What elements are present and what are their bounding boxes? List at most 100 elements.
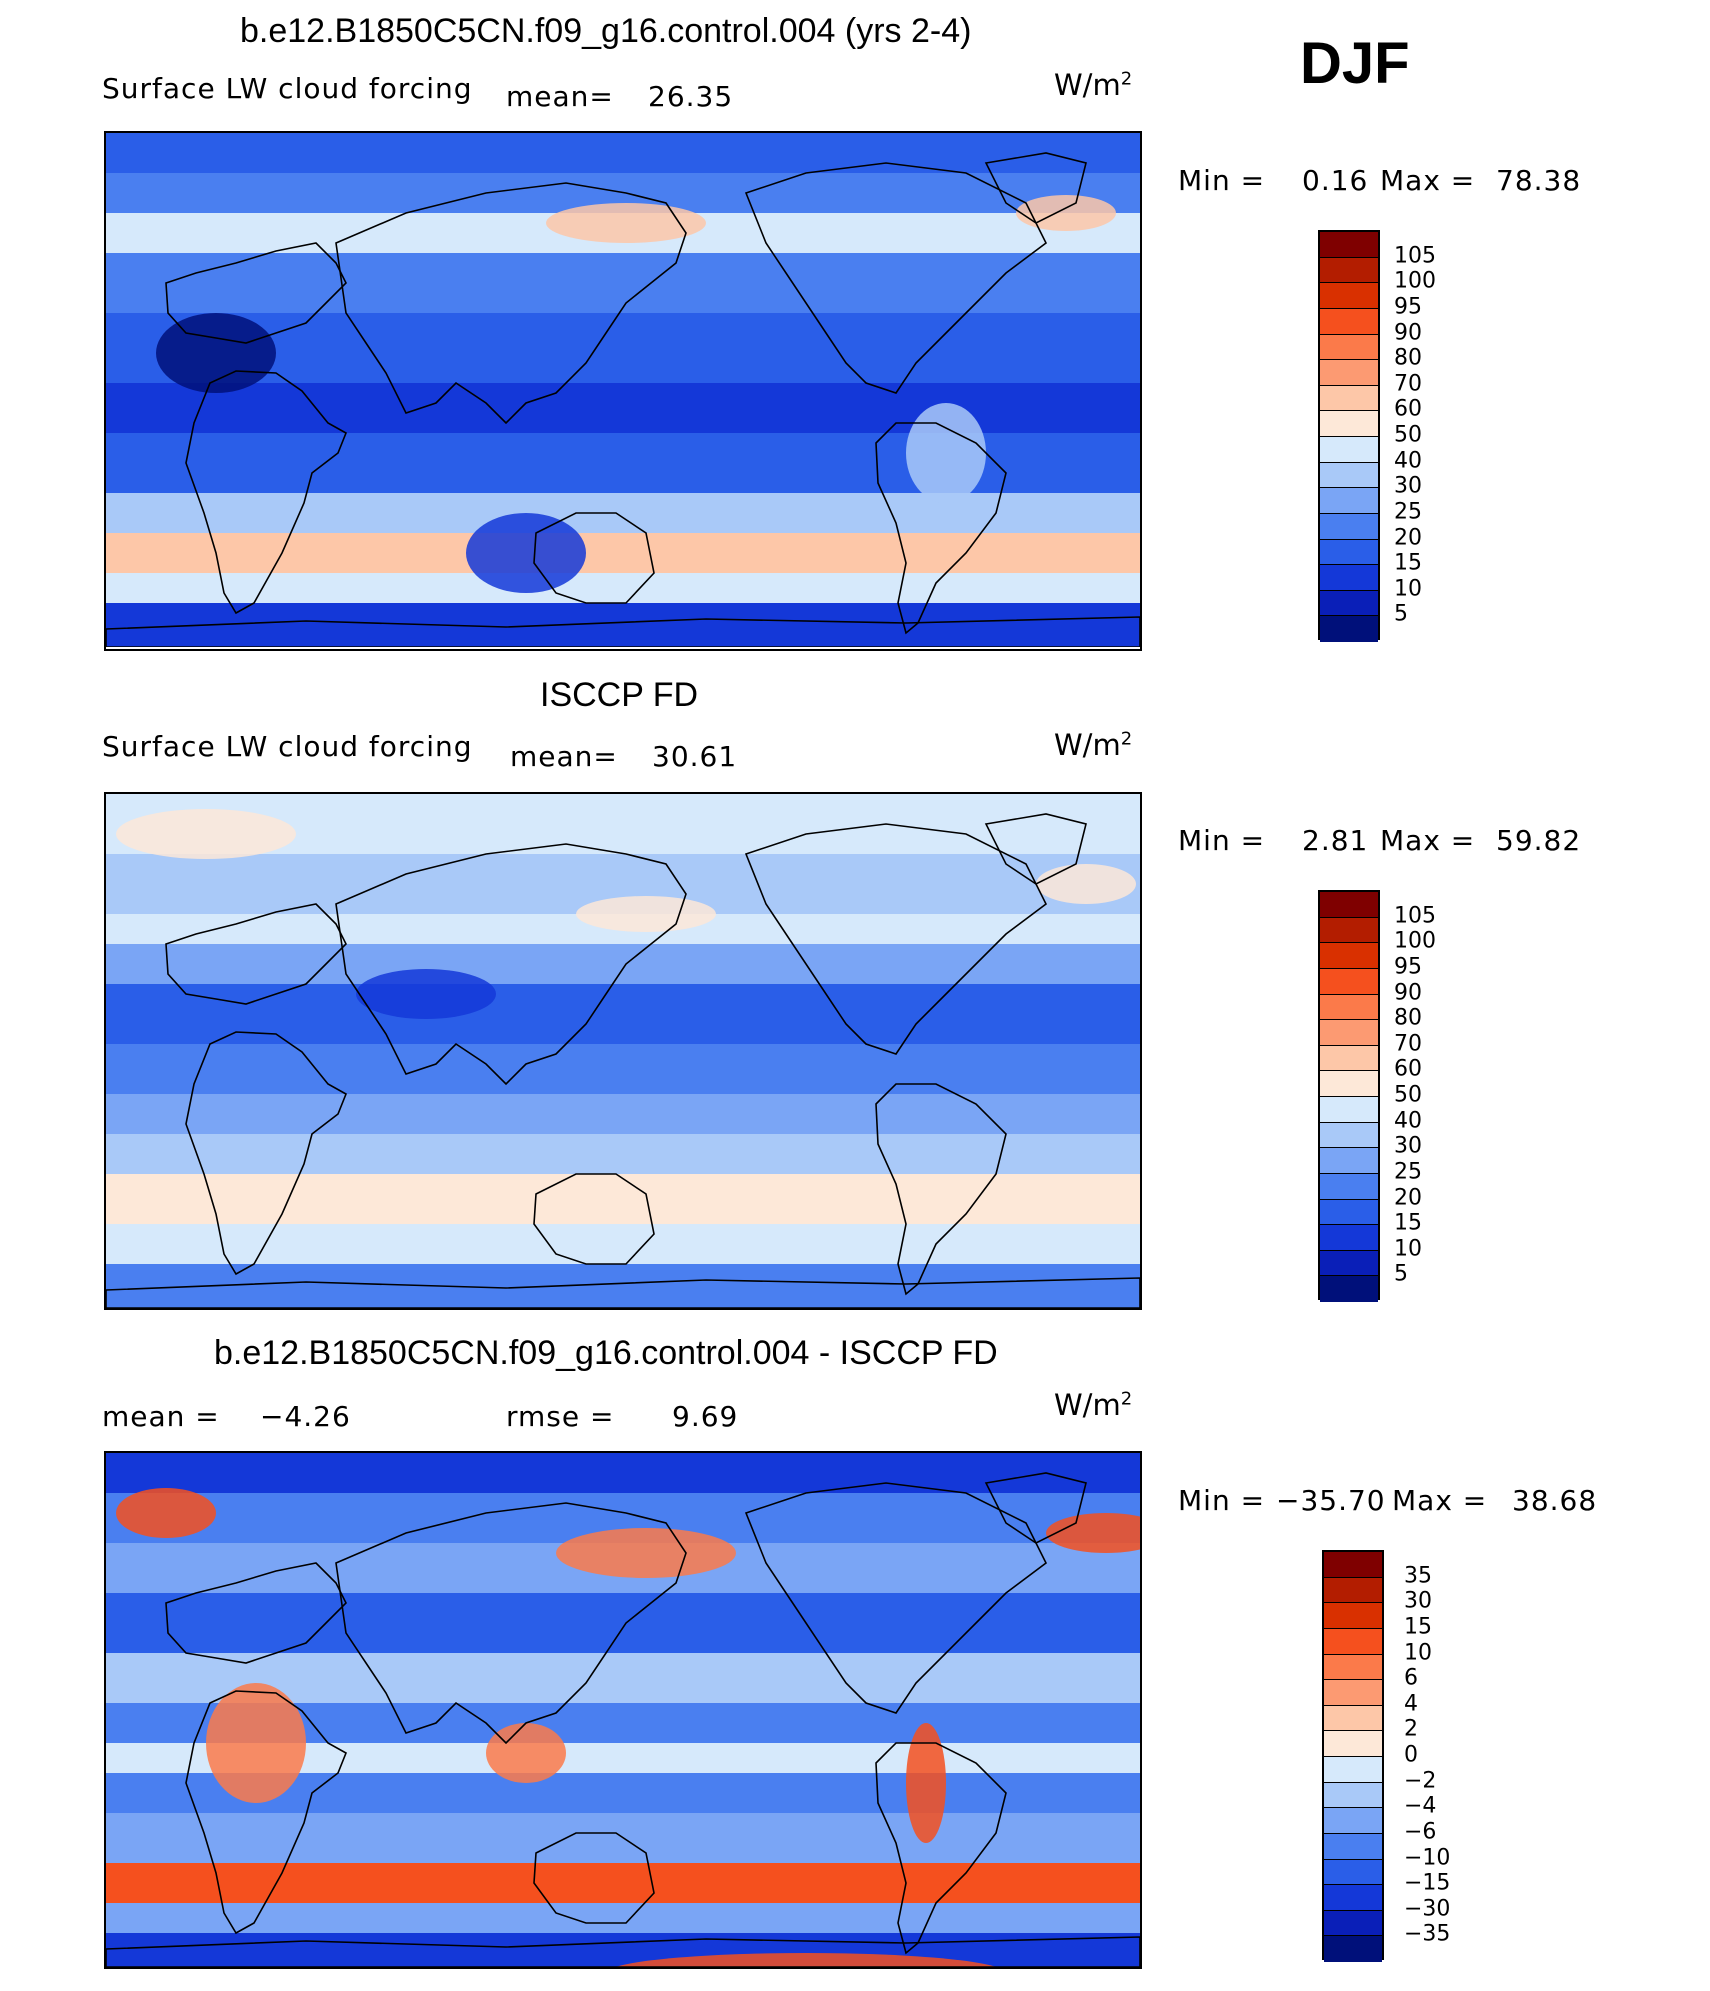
panel-2-colorbar: [1318, 890, 1380, 1302]
panel-3-mean-label: mean =: [102, 1400, 220, 1433]
colorbar-tick-label: 80: [1394, 345, 1422, 371]
colorbar-swatch: [1320, 232, 1378, 258]
colorbar-swatch: [1320, 892, 1378, 918]
colorbar-tick-label: 5: [1394, 601, 1408, 627]
colorbar-swatch: [1324, 1628, 1382, 1655]
panel-1-mean-label: mean=: [506, 80, 614, 113]
panel-1-colorbar: [1318, 230, 1380, 642]
colorbar-tick-label: 100: [1394, 928, 1436, 954]
panel-1-units: W/m2: [1054, 68, 1133, 102]
panel-2-mean-label: mean=: [510, 740, 618, 773]
colorbar-tick-label: 70: [1394, 1031, 1422, 1057]
panel-3-rmse-label: rmse =: [506, 1400, 615, 1433]
panel-2-min-label: Min =: [1178, 824, 1266, 857]
colorbar-swatch: [1320, 513, 1378, 540]
panel-3-max-label: Max =: [1392, 1484, 1488, 1517]
colorbar-swatch: [1324, 1757, 1382, 1783]
colorbar-swatch: [1320, 994, 1378, 1021]
colorbar-swatch: [1320, 539, 1378, 566]
panel-2-min-value: 2.81: [1302, 824, 1369, 857]
panel-1-min-label: Min =: [1178, 164, 1266, 197]
panel-1-min-value: 0.16: [1302, 164, 1369, 197]
panel-2-max-value: 59.82: [1496, 824, 1582, 857]
panel-3-map: [104, 1451, 1142, 1969]
colorbar-swatch: [1324, 1910, 1382, 1937]
panel-1-map: [104, 131, 1142, 651]
panel-2-units: W/m2: [1054, 728, 1133, 762]
colorbar-tick-label: 4: [1404, 1691, 1418, 1717]
colorbar-swatch: [1320, 917, 1378, 944]
colorbar-swatch: [1320, 257, 1378, 284]
colorbar-tick-label: 40: [1394, 1108, 1422, 1134]
colorbar-swatch: [1324, 1782, 1382, 1809]
colorbar-tick-label: −4: [1404, 1793, 1437, 1819]
colorbar-swatch: [1320, 1097, 1378, 1123]
colorbar-swatch: [1320, 437, 1378, 463]
colorbar-swatch: [1320, 1276, 1378, 1302]
colorbar-tick-label: 25: [1394, 1159, 1422, 1185]
colorbar-swatch: [1320, 590, 1378, 617]
colorbar-tick-label: 60: [1394, 1056, 1422, 1082]
colorbar-tick-label: −2: [1404, 1768, 1437, 1794]
colorbar-tick-label: 30: [1404, 1588, 1432, 1614]
colorbar-swatch: [1320, 385, 1378, 412]
colorbar-swatch: [1320, 283, 1378, 309]
colorbar-swatch: [1320, 1250, 1378, 1277]
colorbar-tick-label: 30: [1394, 1133, 1422, 1159]
colorbar-tick-label: 20: [1394, 525, 1422, 550]
colorbar-tick-label: 80: [1394, 1005, 1422, 1031]
colorbar-swatch: [1324, 1577, 1382, 1604]
panel-3-colorbar: [1322, 1550, 1384, 1962]
colorbar-tick-label: 10: [1404, 1640, 1432, 1665]
colorbar-swatch: [1324, 1654, 1382, 1681]
colorbar-swatch: [1324, 1936, 1382, 1962]
colorbar-tick-label: 20: [1394, 1185, 1422, 1210]
colorbar-tick-label: 15: [1394, 1210, 1422, 1236]
colorbar-tick-label: −10: [1404, 1845, 1451, 1870]
colorbar-tick-label: 95: [1394, 294, 1422, 320]
colorbar-swatch: [1324, 1705, 1382, 1732]
colorbar-tick-label: 70: [1394, 371, 1422, 397]
colorbar-tick-label: 15: [1394, 550, 1422, 576]
panel-3-mean-value: −4.26: [260, 1400, 351, 1433]
colorbar-tick-label: 0: [1404, 1742, 1418, 1768]
colorbar-swatch: [1320, 360, 1378, 386]
colorbar-tick-label: 10: [1394, 576, 1422, 602]
colorbar-tick-label: 95: [1394, 954, 1422, 980]
panel-3-min-label: Min =: [1178, 1484, 1266, 1517]
colorbar-swatch: [1324, 1552, 1382, 1578]
colorbar-tick-label: 50: [1394, 422, 1422, 448]
colorbar-tick-label: 100: [1394, 268, 1436, 294]
colorbar-tick-label: 25: [1394, 499, 1422, 525]
panel-3-title: b.e12.B1850C5CN.f09_g16.control.004 - IS…: [214, 1334, 998, 1372]
panel-1-max-label: Max =: [1380, 164, 1476, 197]
panel-2-variable: Surface LW cloud forcing: [102, 730, 473, 763]
colorbar-swatch: [1324, 1680, 1382, 1706]
colorbar-swatch: [1324, 1603, 1382, 1629]
panel-2-max-label: Max =: [1380, 824, 1476, 857]
colorbar-tick-label: 10: [1394, 1236, 1422, 1262]
colorbar-tick-label: 35: [1404, 1563, 1432, 1589]
colorbar-swatch: [1320, 488, 1378, 514]
panel-2-map: [104, 792, 1142, 1310]
colorbar-swatch: [1320, 1045, 1378, 1072]
colorbar-tick-label: 40: [1394, 448, 1422, 474]
colorbar-swatch: [1320, 968, 1378, 995]
colorbar-swatch: [1320, 565, 1378, 591]
colorbar-swatch: [1324, 1731, 1382, 1757]
colorbar-tick-label: 50: [1394, 1082, 1422, 1108]
colorbar-tick-label: −35: [1404, 1921, 1451, 1947]
colorbar-tick-label: 30: [1394, 473, 1422, 499]
colorbar-tick-label: 105: [1394, 903, 1436, 929]
colorbar-swatch: [1320, 1122, 1378, 1149]
colorbar-tick-label: 90: [1394, 980, 1422, 1005]
panel-1-title: b.e12.B1850C5CN.f09_g16.control.004 (yrs…: [240, 12, 972, 50]
colorbar-tick-label: 90: [1394, 320, 1422, 345]
colorbar-swatch: [1324, 1885, 1382, 1911]
colorbar-tick-label: 5: [1394, 1261, 1408, 1287]
colorbar-swatch: [1324, 1859, 1382, 1886]
panel-1-variable: Surface LW cloud forcing: [102, 72, 473, 105]
panel-2-title: ISCCP FD: [540, 676, 699, 714]
panel-3-rmse-value: 9.69: [672, 1400, 739, 1433]
colorbar-swatch: [1320, 462, 1378, 489]
